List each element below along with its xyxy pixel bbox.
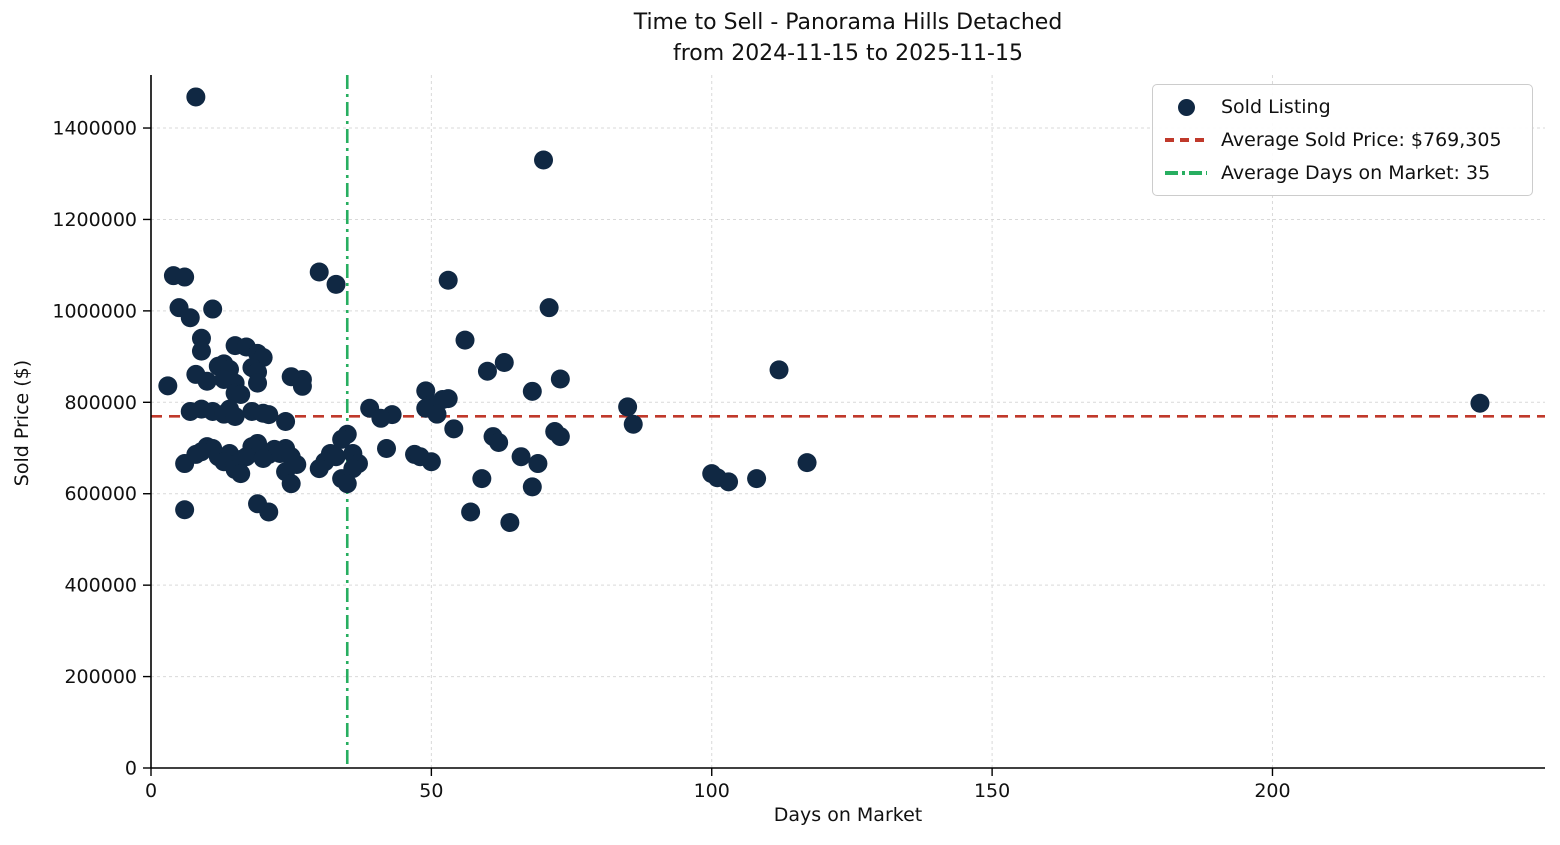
data-point xyxy=(769,360,789,380)
data-point xyxy=(326,274,346,294)
data-point xyxy=(747,469,767,489)
chart-title-line2: from 2024-11-15 to 2025-11-15 xyxy=(673,40,1023,66)
y-tick-label: 1400000 xyxy=(52,118,137,140)
y-tick-label: 200000 xyxy=(64,666,137,688)
data-point xyxy=(377,438,397,458)
data-point xyxy=(158,376,178,396)
x-tick-label: 200 xyxy=(1254,780,1290,802)
data-point xyxy=(197,371,217,391)
data-point xyxy=(259,405,279,425)
y-tick-label: 800000 xyxy=(64,392,137,414)
data-point xyxy=(539,298,559,318)
y-tick-label: 1000000 xyxy=(52,300,137,322)
data-point xyxy=(511,447,531,467)
data-point xyxy=(309,459,329,479)
data-point xyxy=(522,381,542,401)
data-point xyxy=(332,429,352,449)
data-point xyxy=(719,472,739,492)
data-point xyxy=(259,502,279,522)
data-point xyxy=(461,502,481,522)
data-point xyxy=(180,401,200,421)
data-point xyxy=(371,408,391,428)
data-point xyxy=(248,373,268,393)
data-point xyxy=(444,419,464,439)
x-tick-label: 100 xyxy=(694,780,730,802)
y-tick-label: 0 xyxy=(125,758,137,780)
data-point xyxy=(550,369,570,389)
data-point xyxy=(180,308,200,328)
data-point xyxy=(292,376,312,396)
legend-label: Average Sold Price: $769,305 xyxy=(1221,129,1502,151)
y-tick-label: 1200000 xyxy=(52,209,137,231)
data-point xyxy=(175,500,195,520)
data-point xyxy=(797,453,817,473)
data-point xyxy=(500,513,520,533)
data-point xyxy=(494,353,514,373)
dot-marker-icon xyxy=(1165,98,1207,116)
legend-item-sold-listing: Sold Listing xyxy=(1165,95,1518,119)
data-point xyxy=(618,397,638,417)
data-point xyxy=(623,414,643,434)
data-point xyxy=(427,404,447,424)
data-point xyxy=(191,341,211,361)
y-tick-label: 600000 xyxy=(64,483,137,505)
data-point xyxy=(489,433,509,453)
x-tick-label: 50 xyxy=(419,780,443,802)
data-point xyxy=(337,474,357,494)
data-point xyxy=(472,469,492,489)
y-axis-label: Sold Price ($) xyxy=(11,359,33,487)
dashed-line-marker-icon xyxy=(1165,138,1207,142)
data-point xyxy=(225,406,245,426)
legend-item-average-days-on-market: Average Days on Market: 35 xyxy=(1165,161,1518,185)
legend: Sold Listing Average Sold Price: $769,30… xyxy=(1152,84,1533,196)
x-tick-label: 0 xyxy=(145,780,157,802)
data-point xyxy=(231,464,251,484)
data-point xyxy=(231,385,251,405)
data-point xyxy=(534,150,554,170)
legend-label: Average Days on Market: 35 xyxy=(1221,162,1491,184)
data-point xyxy=(276,412,296,431)
chart-title: Time to Sell - Panorama Hills Detached f… xyxy=(151,8,1545,70)
data-point xyxy=(309,262,329,282)
data-point xyxy=(253,449,273,469)
legend-item-average-sold-price: Average Sold Price: $769,305 xyxy=(1165,128,1518,152)
chart-title-line1: Time to Sell - Panorama Hills Detached xyxy=(633,10,1063,35)
data-point xyxy=(477,361,497,381)
dashdot-line-marker-icon xyxy=(1165,171,1207,175)
data-point xyxy=(438,270,458,290)
data-point xyxy=(455,330,475,350)
data-point xyxy=(203,299,223,319)
data-point xyxy=(175,454,195,474)
data-point xyxy=(550,427,570,447)
legend-label: Sold Listing xyxy=(1221,96,1331,118)
x-axis-label: Days on Market xyxy=(773,804,923,826)
data-point xyxy=(186,87,206,107)
y-tick-label: 400000 xyxy=(64,575,137,597)
data-point xyxy=(1470,393,1490,413)
data-point xyxy=(175,267,195,287)
data-point xyxy=(281,474,301,494)
data-point xyxy=(522,477,542,497)
data-point xyxy=(528,454,548,474)
x-tick-label: 150 xyxy=(974,780,1010,802)
data-point xyxy=(421,452,441,472)
